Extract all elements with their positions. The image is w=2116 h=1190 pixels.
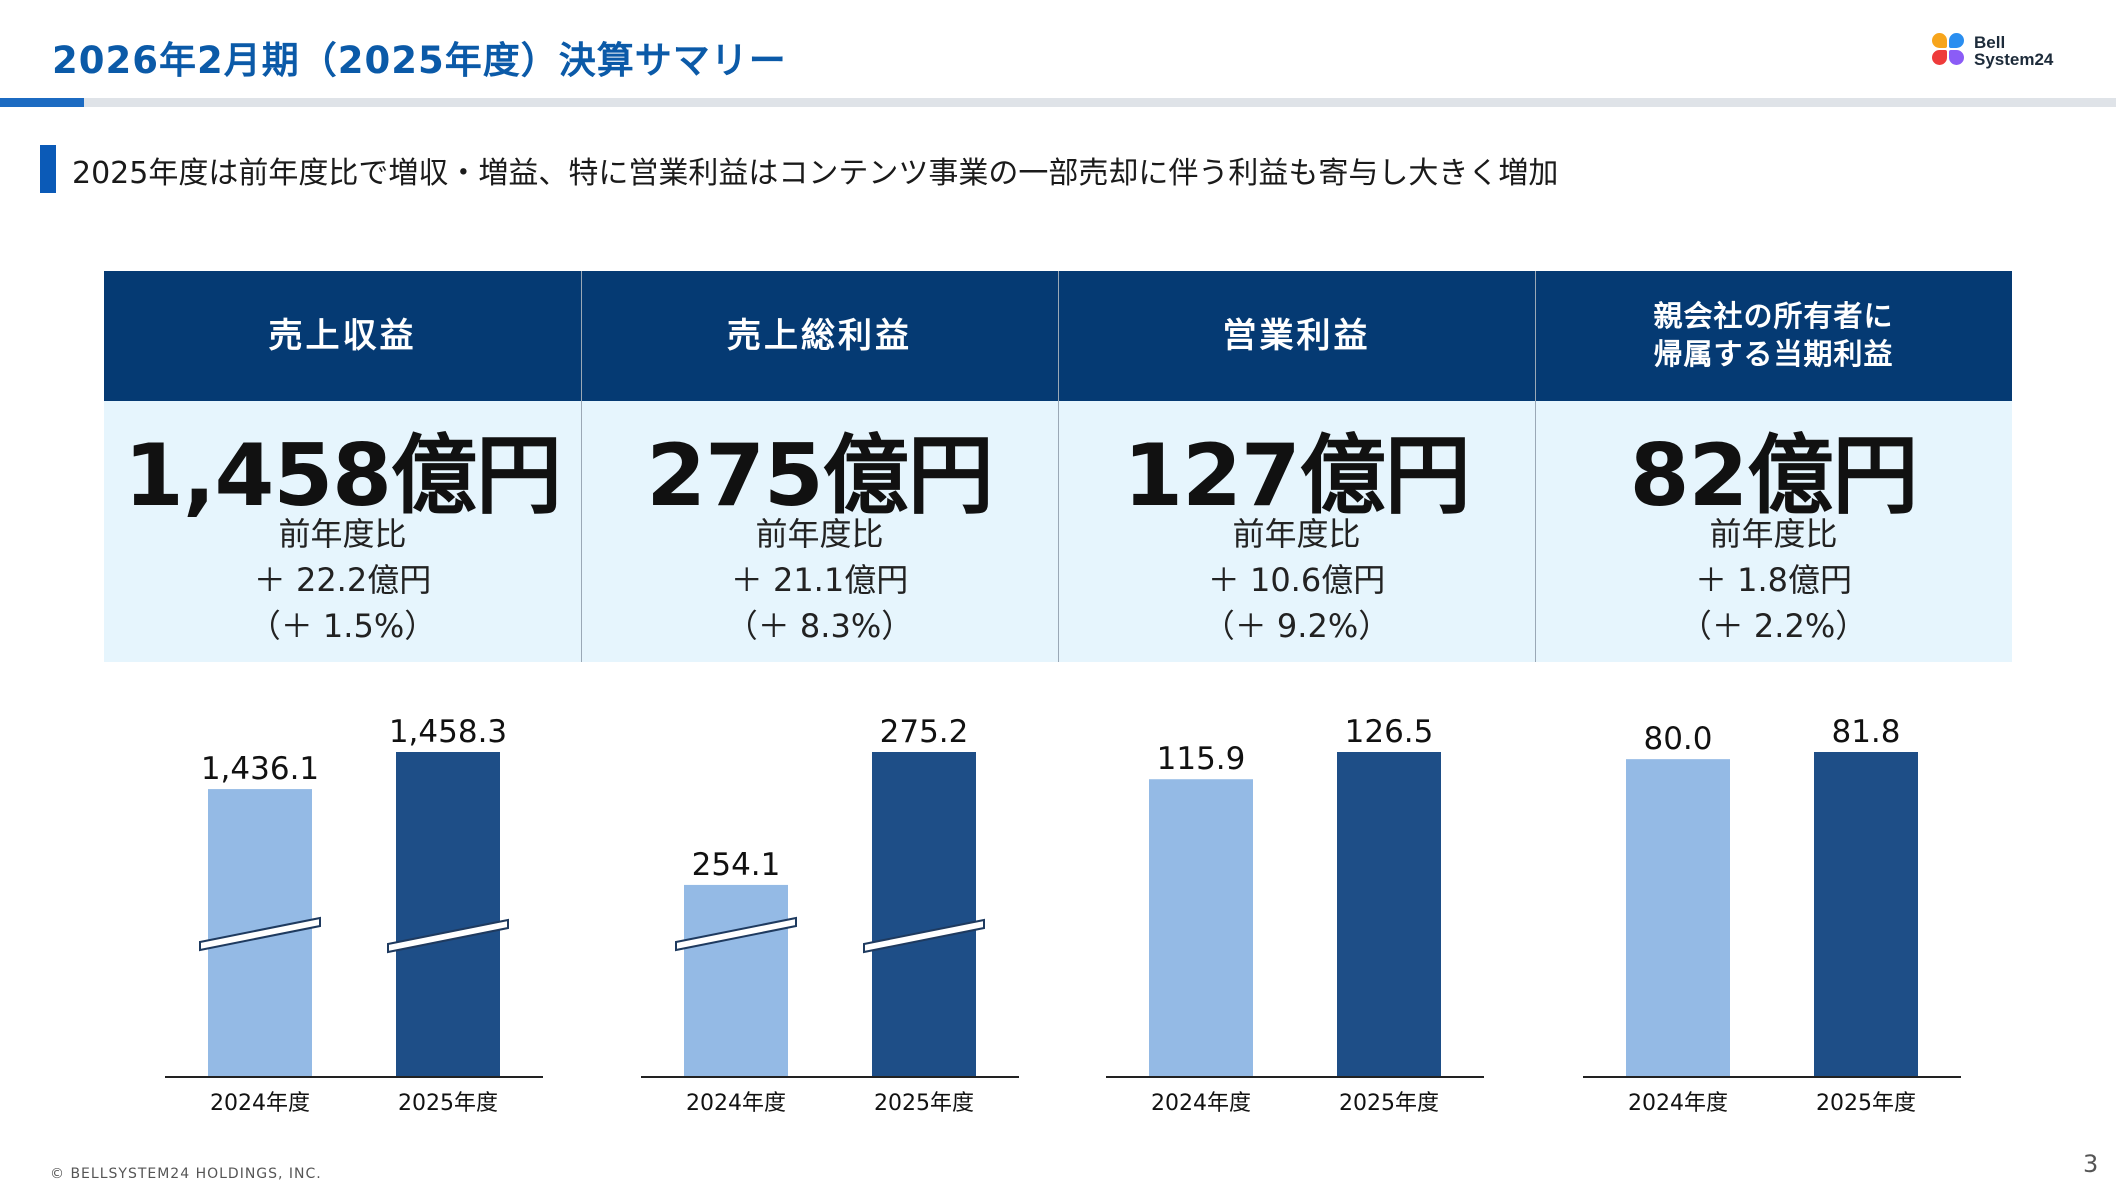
category-label: 2024年度 (210, 1091, 310, 1116)
bar-value-label: 80.0 (1643, 721, 1712, 757)
kpi-value: 82億円 (1629, 426, 1919, 526)
bellsystem24-logo: Bell System24 (1932, 33, 2082, 73)
bar-value-label: 81.8 (1831, 714, 1900, 750)
kpi-body: 275億円 前年度比 ＋ 21.1億円 （＋ 8.3%） (581, 401, 1058, 662)
bar (1337, 752, 1441, 1077)
kpi-pct: （＋ 2.2%） (1679, 607, 1868, 645)
kpi-table: 売上収益 1,458億円 前年度比 ＋ 22.2億円 （＋ 1.5%） 売上総利… (104, 271, 2012, 662)
page-number: 3 (2083, 1150, 2099, 1178)
category-label: 2024年度 (1151, 1091, 1251, 1116)
kpi-gross-profit: 売上総利益 275億円 前年度比 ＋ 21.1億円 （＋ 8.3%） (581, 271, 1058, 662)
axis-break-mark (675, 916, 797, 952)
kpi-diff: ＋ 22.2億円 (253, 561, 432, 599)
bar-chart: 80.0 2024年度 81.8 2025年度 (1583, 714, 1961, 1116)
header-divider-accent (0, 98, 84, 107)
category-label: 2024年度 (686, 1091, 786, 1116)
category-label: 2025年度 (1816, 1091, 1916, 1116)
axis-break-mark (199, 916, 321, 952)
kpi-net-profit: 親会社の所有者に 帰属する当期利益 82億円 前年度比 ＋ 1.8億円 （＋ 2… (1535, 271, 2012, 662)
kpi-header: 売上収益 (104, 271, 581, 401)
category-label: 2025年度 (398, 1091, 498, 1116)
bar (1149, 779, 1253, 1077)
kpi-compare-label: 前年度比 (755, 515, 884, 553)
chart-operating-profit: 115.9 2024年度 126.5 2025年度 (1106, 700, 1486, 1125)
kpi-divider (1058, 271, 1059, 662)
bar-chart: 115.9 2024年度 126.5 2025年度 (1106, 714, 1484, 1116)
bar (1626, 759, 1730, 1077)
kpi-header-line2: 帰属する当期利益 (1653, 337, 1894, 371)
bar-value-label: 275.2 (880, 714, 969, 750)
copyright: © BELLSYSTEM24 HOLDINGS, INC. (50, 1166, 322, 1182)
kpi-compare-label: 前年度比 (278, 515, 407, 553)
kpi-divider (1535, 271, 1536, 662)
kpi-value: 127億円 (1123, 426, 1471, 526)
bar-value-label: 115.9 (1157, 741, 1246, 777)
kpi-diff: ＋ 10.6億円 (1207, 561, 1386, 599)
kpi-diff: ＋ 1.8億円 (1694, 561, 1853, 599)
chart-gross-profit: 254.1 2024年度 275.2 2025年度 (641, 700, 1021, 1125)
kpi-revenue: 売上収益 1,458億円 前年度比 ＋ 22.2億円 （＋ 1.5%） (104, 271, 581, 662)
axis-break-mark (387, 918, 509, 954)
bar-chart: 1,436.1 2024年度 1,458.3 2025年度 (165, 714, 543, 1116)
category-label: 2024年度 (1628, 1091, 1728, 1116)
bar (396, 752, 500, 1077)
chart-net-profit: 80.0 2024年度 81.8 2025年度 (1583, 700, 1963, 1125)
category-label: 2025年度 (1339, 1091, 1439, 1116)
kpi-divider (581, 271, 582, 662)
logo-mark-icon (1932, 33, 1966, 69)
logo-text: Bell System24 (1974, 34, 2053, 68)
subtitle-marker (40, 145, 56, 193)
kpi-pct: （＋ 9.2%） (1202, 607, 1391, 645)
kpi-header-line1: 売上収益 (268, 315, 417, 356)
bar-value-label: 1,436.1 (201, 751, 319, 787)
kpi-header-line1: 親会社の所有者に (1653, 299, 1894, 334)
kpi-pct: （＋ 8.3%） (725, 607, 914, 645)
kpi-header: 売上総利益 (581, 271, 1058, 401)
kpi-diff: ＋ 21.1億円 (730, 561, 909, 599)
header-divider (0, 98, 2116, 107)
logo-text-line2: System24 (1974, 50, 2054, 69)
kpi-body: 1,458億円 前年度比 ＋ 22.2億円 （＋ 1.5%） (104, 401, 581, 662)
kpi-body: 82億円 前年度比 ＋ 1.8億円 （＋ 2.2%） (1535, 401, 2012, 662)
bar (872, 752, 976, 1077)
subtitle: 2025年度は前年度比で増収・増益、特に営業利益はコンテンツ事業の一部売却に伴う… (72, 156, 1559, 191)
kpi-header-line1: 営業利益 (1222, 315, 1371, 356)
bar-value-label: 254.1 (692, 847, 781, 883)
bar-chart: 254.1 2024年度 275.2 2025年度 (641, 714, 1019, 1116)
bar (684, 884, 788, 1077)
kpi-header: 営業利益 (1058, 271, 1535, 401)
chart-revenue: 1,436.1 2024年度 1,458.3 2025年度 (165, 700, 545, 1125)
bar-value-label: 126.5 (1345, 714, 1434, 750)
kpi-header-line1: 売上総利益 (727, 315, 912, 356)
page-title: 2026年2月期（2025年度）決算サマリー (52, 39, 787, 82)
kpi-value: 1,458億円 (123, 426, 562, 526)
kpi-operating-profit: 営業利益 127億円 前年度比 ＋ 10.6億円 （＋ 9.2%） (1058, 271, 1535, 662)
kpi-pct: （＋ 1.5%） (248, 607, 437, 645)
bar (1814, 752, 1918, 1077)
kpi-body: 127億円 前年度比 ＋ 10.6億円 （＋ 9.2%） (1058, 401, 1535, 662)
bar-value-label: 1,458.3 (389, 714, 507, 750)
kpi-compare-label: 前年度比 (1232, 515, 1361, 553)
category-label: 2025年度 (874, 1091, 974, 1116)
kpi-value: 275億円 (646, 426, 994, 526)
kpi-compare-label: 前年度比 (1709, 515, 1838, 553)
logo-text-line1: Bell (1974, 33, 2006, 52)
kpi-header: 親会社の所有者に 帰属する当期利益 (1535, 271, 2012, 401)
axis-break-mark (863, 918, 985, 954)
